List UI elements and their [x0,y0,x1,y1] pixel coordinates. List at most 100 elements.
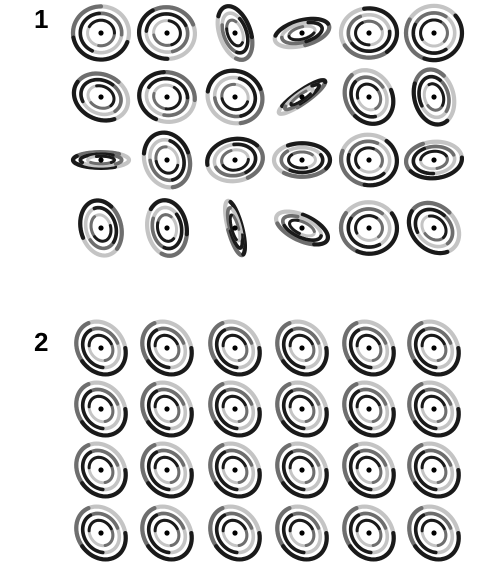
ring-dark-arc [87,18,116,35]
ring-mid-arc [275,321,292,364]
center-dot [232,157,238,163]
ring-glyph-p2-r3-c5 [342,441,396,499]
ring-dark-arc [354,214,379,235]
ring-mid-arc [421,387,453,406]
ring-mid-arc [342,382,359,425]
center-dot [299,345,305,351]
ring-dark-arc [80,513,105,555]
ring-glyph-p2-r3-c6 [407,441,461,499]
ring-mid-arc [237,403,249,424]
ring-dark-arc [153,518,179,533]
ring-dark-arc [419,18,443,42]
center-dot [431,345,437,351]
ring-mid-arc [436,342,448,363]
ring-dark-arc [355,211,400,256]
ring-dark-arc [282,223,323,242]
ring-mid-arc [407,506,424,549]
ring-glyph-p1-r2-c5 [342,68,396,126]
ring-mid-arc [304,342,316,363]
center-dot [98,345,104,351]
center-dot [232,30,238,36]
ring-mid-arc [304,403,316,424]
ring-mid-arc [279,149,292,172]
ring-mid-arc [283,101,302,112]
ring-mid-arc [88,238,116,251]
center-dot [232,467,238,473]
ring-mid-arc [154,145,168,163]
ring-mid-arc [222,387,254,406]
ring-glyph-p1-r2-c4 [276,78,328,116]
ring-mid-arc [154,511,186,530]
ring-mid-arc [152,33,174,47]
ring-glyph-p1-r3-c1 [70,150,132,170]
ring-glyph-p2-r2-c1 [74,380,128,438]
ring-mid-arc [140,443,157,486]
ring-dark-arc [214,467,262,499]
ring-dark-arc [87,394,113,409]
ring-glyph-p1-r3-c2 [141,130,193,190]
ring-mid-arc [150,5,196,27]
ring-glyph-p1-r4-c5 [338,200,400,256]
ring-mid-arc [435,154,449,170]
ring-dark-arc [281,530,329,562]
ring-dark-arc [420,518,446,533]
ring-dark-arc [228,213,238,242]
ring-mid-arc [371,527,383,548]
ring-mid-arc [296,218,316,233]
ring-mid-arc [140,382,157,425]
ring-dark-arc [287,153,309,170]
ring-dark-arc [87,333,113,348]
ring-mid-arc [237,342,249,363]
ring-mid-arc [275,443,292,486]
ring-dark-arc [288,218,301,235]
center-dot [299,225,305,231]
center-dot [164,157,170,163]
ring-glyph-p1-r2-c3 [205,68,265,126]
ring-dark-arc [348,467,396,499]
ring-dark-arc [287,31,316,42]
ring-mid-arc [304,527,316,548]
ring-mid-arc [111,153,124,166]
ring-dark-arc [350,29,392,54]
ring-glyph-p2-r3-c2 [140,441,194,499]
ring-mid-arc [356,387,388,406]
ring-glyph-p1-r4-c2 [145,198,190,258]
ring-mid-arc [409,200,452,215]
ring-glyph-p2-r3-c4 [275,441,329,499]
ring-dark-arc [304,20,324,44]
ring-mid-arc [161,70,197,103]
center-dot [366,345,372,351]
ring-glyph-p2-r4-c3 [208,504,262,562]
center-dot [164,94,170,100]
ring-mid-arc [439,20,449,43]
center-dot [299,530,305,536]
ring-dark-arc [221,518,247,533]
ring-dark-arc [87,455,113,470]
ring-glyph-p2-r1-c2 [140,319,194,377]
ring-mid-arc [103,464,115,485]
ring-dark-arc [92,205,119,244]
ring-dark-arc [348,406,396,438]
ring-dark-arc [355,394,381,409]
ring-dark-arc [300,212,331,247]
ring-mid-arc [407,382,424,425]
center-dot [98,30,104,36]
ring-mid-arc [304,464,316,485]
ring-dark-arc [413,207,446,234]
center-dot [431,467,437,473]
center-dot [299,157,305,163]
ring-mid-arc [97,11,124,37]
ring-glyph-p2-r1-c4 [275,319,329,377]
ring-mid-arc [436,527,448,548]
ring-dark-arc [348,530,396,562]
ring-mid-arc [287,25,305,38]
ring-mid-arc [245,143,265,180]
ring-dark-arc [427,214,448,239]
ring-dark-arc [214,406,262,438]
center-dot [366,406,372,412]
ring-mid-arc [225,206,233,233]
ring-mid-arc [347,139,380,157]
center-dot [98,157,104,163]
center-dot [232,225,238,231]
ring-dark-arc [288,455,314,470]
